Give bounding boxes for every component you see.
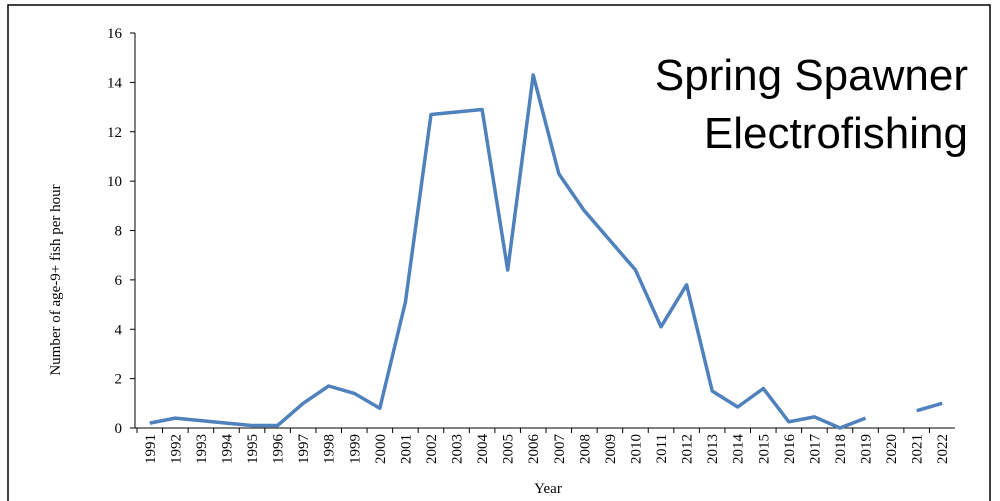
x-tick-label: 1994 [219, 434, 235, 465]
x-tick-label: 2012 [680, 434, 696, 464]
x-tick-label: 2016 [782, 434, 798, 465]
x-tick-label: 2021 [910, 434, 926, 464]
y-tick-label: 12 [107, 125, 122, 141]
x-axis-label: Year [534, 481, 562, 497]
x-tick-label: 2007 [552, 434, 568, 465]
x-tick-label: 2008 [577, 434, 593, 464]
y-axis-label: Number of age-9+ fish per hour [48, 184, 64, 375]
x-tick-label: 1991 [143, 434, 159, 464]
x-tick-label: 2001 [398, 434, 414, 464]
x-tick-label: 2006 [526, 434, 542, 465]
x-tick-label: 2013 [705, 434, 721, 464]
x-tick-label: 1992 [168, 434, 184, 464]
data-line [149, 73, 943, 430]
y-tick-label: 6 [115, 273, 123, 289]
frame [7, 4, 991, 501]
x-tick-label: 1996 [271, 434, 287, 465]
y-tick-label: 16 [107, 26, 123, 42]
x-tick-label: 2018 [833, 434, 849, 464]
x-tick-label: 2000 [373, 434, 389, 464]
x-tick-label: 2020 [884, 434, 900, 464]
x-tick-label: 2003 [450, 434, 466, 464]
y-tick-label: 2 [115, 372, 123, 388]
y-tick-label: 14 [107, 75, 123, 91]
annotation: Spring Spawner [655, 51, 968, 100]
y-tick-label: 10 [107, 174, 122, 190]
x-tick-label: 2010 [628, 434, 644, 464]
x-tick-label: 2004 [475, 434, 491, 465]
x-tick-label: 1993 [194, 434, 210, 464]
x-tick-label: 2014 [731, 434, 747, 465]
y-tick-label: 8 [115, 224, 123, 240]
x-tick-label: 1995 [245, 434, 261, 464]
x-tick-label: 1997 [296, 434, 312, 465]
y-tick-label: 4 [115, 322, 123, 338]
x-tick-label: 2002 [424, 434, 440, 464]
x-tick-label: 2015 [756, 434, 772, 464]
y-tick-label: 0 [115, 421, 123, 437]
x-tick-label: 2022 [935, 434, 951, 464]
x-tick-label: 2005 [501, 434, 517, 464]
annotation: Electrofishing [704, 109, 968, 158]
x-tick-label: 1999 [347, 434, 363, 464]
x-tick-label: 1998 [322, 434, 338, 464]
x-tick-label: 2017 [807, 434, 823, 465]
x-tick-label: 2019 [859, 434, 875, 464]
x-tick-label: 2009 [603, 434, 619, 464]
x-tick-label: 2011 [654, 434, 670, 463]
